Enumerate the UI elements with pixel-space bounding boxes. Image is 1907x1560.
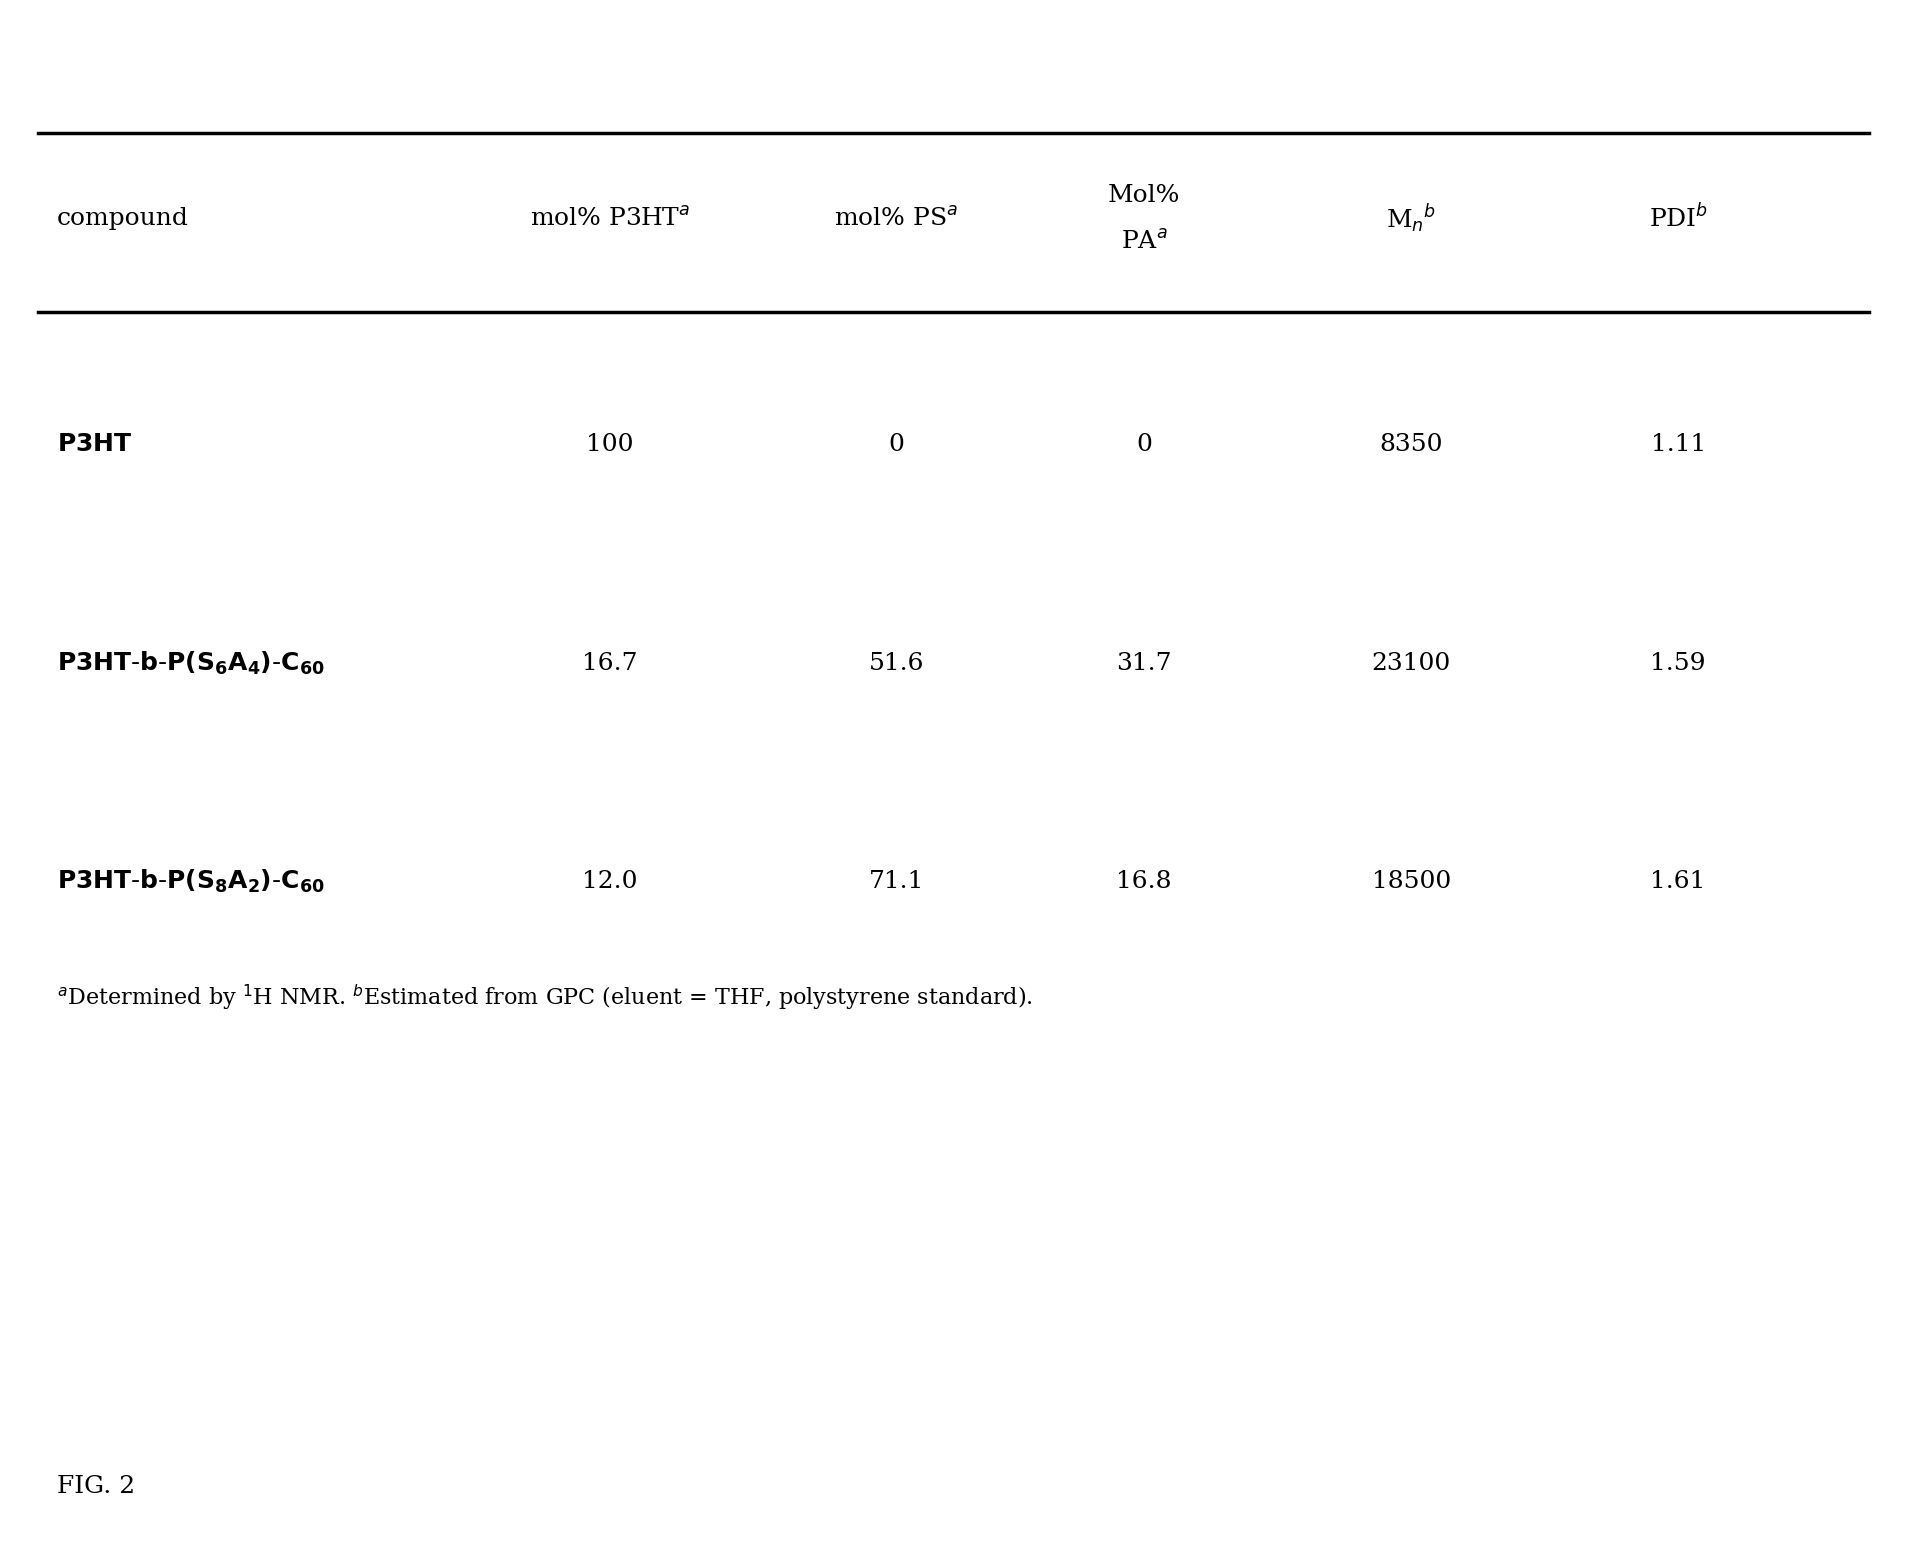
Text: 16.7: 16.7 <box>582 652 639 674</box>
Text: 18500: 18500 <box>1371 870 1451 892</box>
Text: $^{a}$Determined by $^{1}$H NMR. $^{b}$Estimated from GPC (eluent = THF, polysty: $^{a}$Determined by $^{1}$H NMR. $^{b}$E… <box>57 983 1034 1014</box>
Text: 8350: 8350 <box>1379 434 1444 456</box>
Text: 0: 0 <box>889 434 904 456</box>
Text: M$_n$$^{b}$: M$_n$$^{b}$ <box>1386 203 1436 234</box>
Text: 23100: 23100 <box>1371 652 1451 674</box>
Text: 31.7: 31.7 <box>1116 652 1173 674</box>
Text: 51.6: 51.6 <box>868 652 925 674</box>
Text: 1.61: 1.61 <box>1650 870 1707 892</box>
Text: Mol%: Mol% <box>1108 184 1180 206</box>
Text: 16.8: 16.8 <box>1116 870 1173 892</box>
Text: 100: 100 <box>587 434 633 456</box>
Text: $\mathbf{P3HT\text{-}b\text{-}P(S_6A_4)\text{-}C_{60}}$: $\mathbf{P3HT\text{-}b\text{-}P(S_6A_4)\… <box>57 649 324 677</box>
Text: 1.11: 1.11 <box>1651 434 1705 456</box>
Text: $\mathbf{P3HT}$: $\mathbf{P3HT}$ <box>57 434 133 456</box>
Text: 71.1: 71.1 <box>868 870 925 892</box>
Text: PA$^{a}$: PA$^{a}$ <box>1121 229 1167 254</box>
Text: FIG. 2: FIG. 2 <box>57 1474 135 1498</box>
Text: mol% P3HT$^{a}$: mol% P3HT$^{a}$ <box>530 206 690 231</box>
Text: PDI$^{b}$: PDI$^{b}$ <box>1648 204 1709 232</box>
Text: mol% PS$^{a}$: mol% PS$^{a}$ <box>833 206 959 231</box>
Text: 12.0: 12.0 <box>582 870 639 892</box>
Text: 0: 0 <box>1137 434 1152 456</box>
Text: compound: compound <box>57 207 189 229</box>
Text: 1.59: 1.59 <box>1650 652 1707 674</box>
Text: $\mathbf{P3HT\text{-}b\text{-}P(S_8A_2)\text{-}C_{60}}$: $\mathbf{P3HT\text{-}b\text{-}P(S_8A_2)\… <box>57 867 324 895</box>
